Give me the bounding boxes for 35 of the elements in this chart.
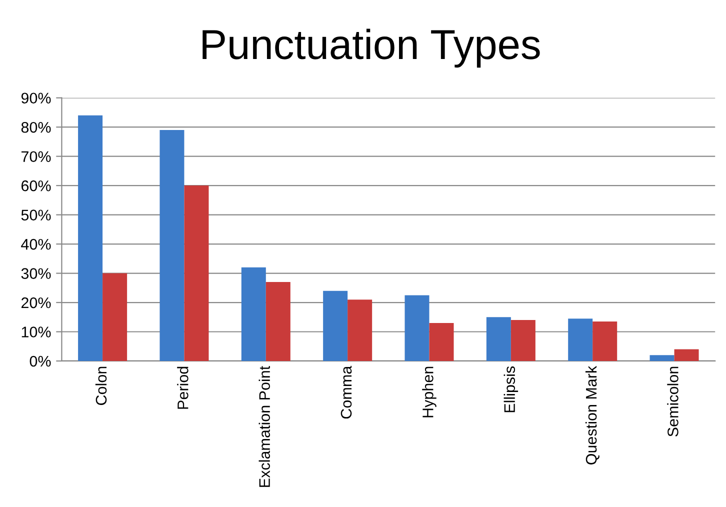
y-tick-label: 80% — [21, 122, 51, 133]
x-tick-label: Question Mark — [585, 366, 600, 464]
x-tick-label: Exclamation Point — [258, 366, 270, 487]
y-tick-label: 30% — [21, 268, 51, 279]
y-tick-label: 60% — [21, 180, 51, 192]
bar — [486, 317, 511, 361]
bar — [266, 282, 290, 361]
x-tick-label: Period — [177, 366, 188, 409]
bar — [323, 290, 348, 361]
y-tick-label: 10% — [22, 326, 51, 338]
y-tick-label: 90% — [21, 92, 51, 104]
y-tick-label: 20% — [21, 297, 51, 308]
y-tick-label: 70% — [22, 151, 51, 162]
bar — [674, 349, 699, 361]
bar — [510, 320, 536, 361]
y-tick-label: 40% — [21, 238, 51, 250]
bar — [592, 322, 618, 361]
bar — [348, 300, 372, 361]
x-tick-label: Ellipsis — [504, 366, 518, 412]
bar — [429, 322, 454, 361]
bar — [404, 295, 430, 361]
bar — [102, 273, 128, 361]
bar — [568, 318, 593, 361]
bar — [184, 186, 209, 361]
chart-title: Punctuation Types — [202, 28, 540, 68]
x-tick-label: Comma — [340, 366, 352, 419]
bar — [160, 130, 184, 361]
bar — [650, 355, 674, 361]
y-tick-label: 0% — [30, 356, 51, 367]
x-tick-label: Colon — [95, 366, 107, 405]
bar — [241, 267, 266, 361]
y-tick-label: 50% — [21, 210, 51, 220]
x-tick-label: Hyphen — [422, 366, 436, 418]
x-tick-label: Semicolon — [667, 366, 678, 436]
bar — [78, 115, 103, 361]
